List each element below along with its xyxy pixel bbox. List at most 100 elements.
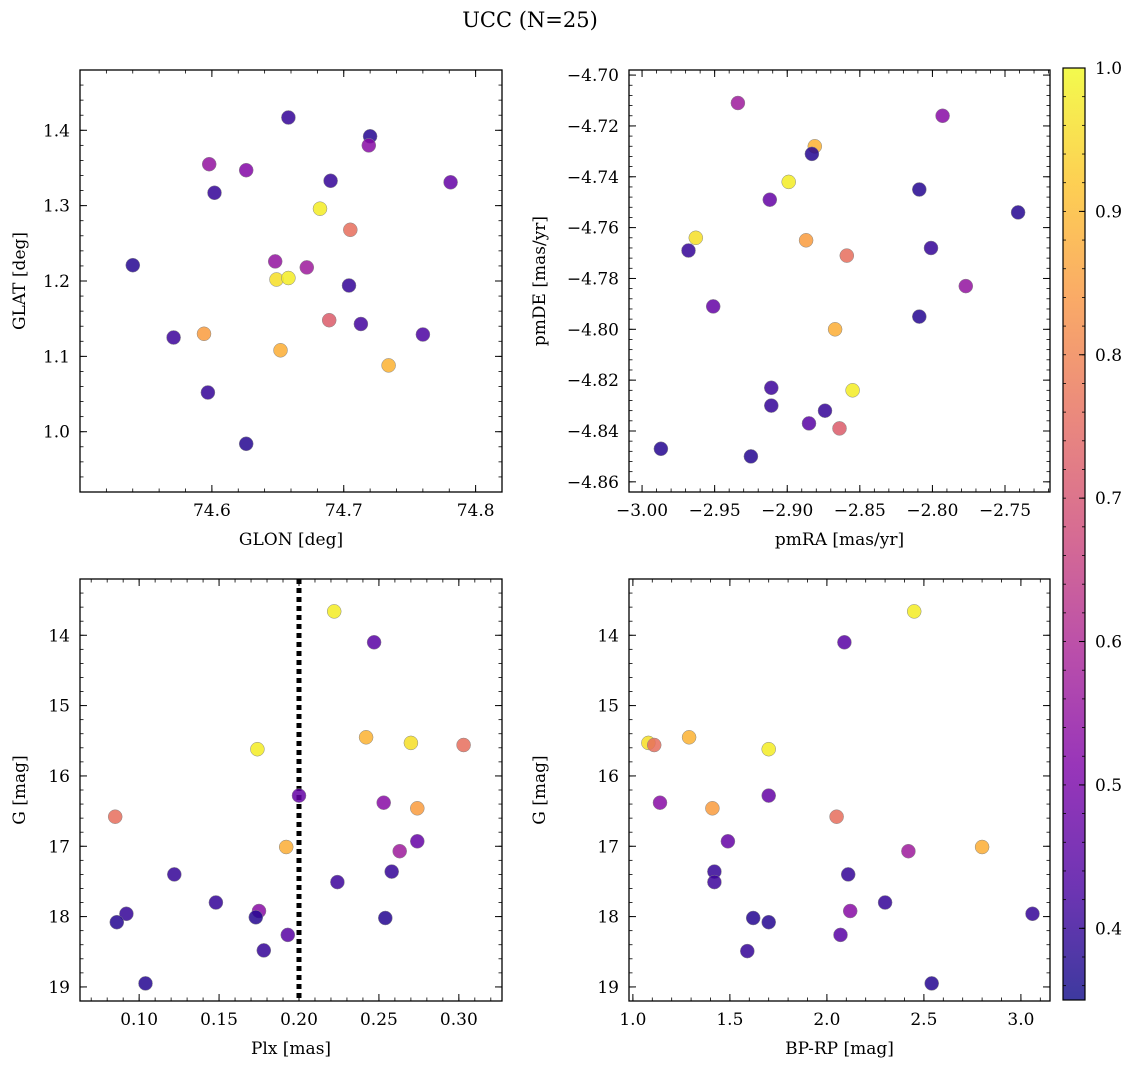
x-tick-label: −3.00 [616, 501, 668, 521]
point-plx-g [119, 906, 134, 922]
y-tick-label: 15 [597, 697, 619, 717]
y-tick-label: 16 [48, 767, 70, 787]
point-glon-glat [443, 175, 458, 190]
x-tick-label: 0.15 [200, 1010, 238, 1030]
x-axis-label: BP-RP [mag] [785, 1039, 894, 1059]
point-bprp-g [837, 635, 852, 650]
point-bprp-g [745, 910, 761, 926]
x-axis-label: pmRA [mas/yr] [775, 530, 904, 550]
point-pm [730, 95, 746, 111]
y-tick-label: 15 [48, 697, 70, 717]
point-pm [762, 192, 778, 207]
point-pm [827, 322, 843, 337]
point-plx-g [376, 795, 391, 810]
point-plx-g [326, 604, 342, 619]
point-pm [958, 278, 974, 294]
point-plx-g [256, 943, 272, 958]
point-pm [764, 380, 779, 396]
x-tick-label: 74.6 [193, 501, 231, 521]
point-glon-glat [299, 260, 315, 275]
point-glon-glat [281, 110, 296, 125]
point-glon-glat [238, 436, 254, 452]
y-tick-label: −4.70 [567, 66, 619, 86]
colorbar: 1.0 0.9 0.8 0.7 0.6 0.5 0.4 [1062, 59, 1122, 1001]
x-tick-label: 74.8 [457, 501, 495, 521]
x-tick-label: 0.20 [280, 1010, 318, 1030]
point-bprp-g [681, 730, 697, 745]
point-pm [839, 248, 855, 263]
y-tick-label: −4.74 [567, 168, 619, 188]
point-glon-glat [361, 138, 377, 153]
point-bprp-g [829, 809, 844, 824]
point-plx-g [248, 910, 264, 925]
y-tick-label: 1.1 [43, 347, 70, 367]
point-plx-g [109, 914, 125, 930]
point-bprp-g [720, 834, 736, 849]
y-tick-label: −4.80 [567, 320, 619, 340]
y-axis-label: G [mag] [530, 755, 550, 824]
y-tick-label: 17 [48, 837, 70, 857]
y-tick-label: 1.4 [43, 121, 70, 141]
axes-frame [628, 69, 1051, 493]
point-pm [832, 421, 847, 436]
y-tick-label: 14 [48, 626, 70, 646]
x-tick-label: −2.80 [906, 501, 958, 521]
point-pm [743, 449, 759, 464]
point-pm [817, 403, 833, 418]
x-tick-label: −2.85 [834, 501, 886, 521]
point-pm [912, 309, 927, 324]
colorbar-tick-label: 0.9 [1095, 202, 1122, 222]
colorbar-tick-label: 0.4 [1095, 919, 1122, 939]
point-plx-g [403, 735, 419, 751]
point-plx-g [291, 788, 307, 803]
point-bprp-g [761, 741, 776, 757]
point-plx-g [330, 874, 345, 890]
point-plx-g [410, 801, 425, 816]
point-bprp-g [652, 795, 668, 810]
point-glon-glat [125, 257, 141, 273]
point-glon-glat [281, 270, 296, 286]
colorbar-tick-label: 0.5 [1095, 776, 1122, 796]
y-axis-label: GLAT [deg] [10, 232, 30, 330]
point-glon-glat [196, 326, 212, 342]
point-pm [1010, 205, 1026, 220]
point-bprp-g [761, 914, 776, 930]
y-tick-label: −4.84 [567, 422, 619, 442]
point-glon-glat [321, 312, 337, 328]
point-pm [688, 230, 704, 246]
point-pm [912, 182, 927, 197]
point-plx-g [167, 867, 182, 882]
y-tick-label: −4.86 [567, 473, 619, 493]
x-tick-label: 2.0 [813, 1010, 840, 1030]
point-pm [705, 299, 721, 314]
colorbar-frame [1062, 67, 1086, 1001]
point-plx-g [107, 809, 123, 824]
point-bprp-g [877, 895, 893, 910]
panel-glon-glat: 74.6 74.7 74.8 1.0 1.1 1.2 1.3 1.4 GLON [deg] GLA… [10, 69, 503, 550]
x-tick-label: 0.25 [360, 1010, 398, 1030]
point-plx-g [456, 737, 471, 753]
point-plx-g [392, 843, 407, 859]
point-pm [653, 441, 669, 457]
point-glon-glat [166, 330, 181, 345]
point-glon-glat [381, 358, 396, 373]
x-tick-label: −2.95 [689, 501, 741, 521]
panel-plx-g: 0.10 0.15 0.20 0.25 0.30 14 15 16 17 18 19 Plx [mas… [10, 578, 503, 1059]
point-bprp-g [1025, 906, 1040, 922]
point-plx-g [384, 864, 399, 879]
point-plx-g [208, 895, 224, 910]
y-tick-label: 19 [48, 978, 70, 998]
y-tick-label: −4.72 [567, 117, 619, 137]
point-plx-g [278, 839, 294, 855]
point-glon-glat [273, 343, 288, 358]
panel-bprp-g: 1.0 1.5 2.0 2.5 3.0 14 15 16 17 18 19 BP-RP [mag] G … [530, 578, 1051, 1059]
y-tick-label: 17 [597, 837, 619, 857]
y-tick-label: 1.3 [43, 197, 70, 217]
point-pm [798, 233, 814, 248]
point-plx-g [138, 976, 153, 991]
point-bprp-g [761, 788, 776, 803]
colorbar-tick-label: 0.8 [1095, 346, 1122, 366]
point-bprp-g [707, 874, 722, 890]
point-bprp-g [840, 867, 856, 882]
